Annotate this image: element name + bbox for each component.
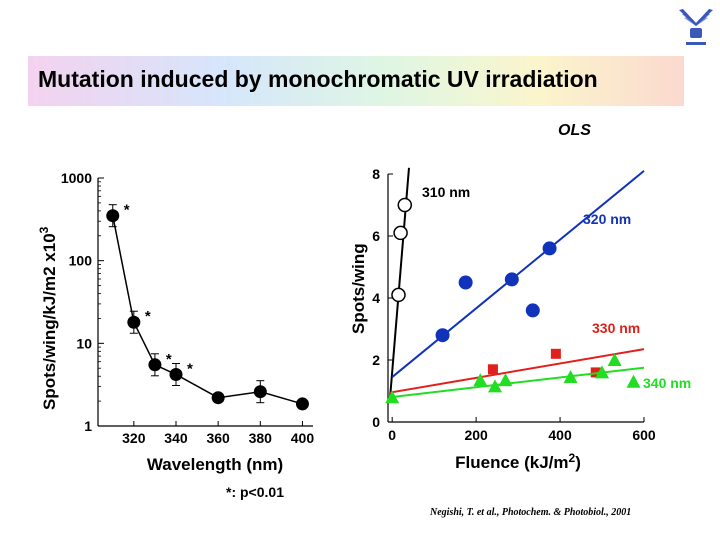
chart2-y-label: Spots/wing (349, 243, 368, 334)
chart1-data-point (106, 209, 120, 223)
chart2-series-label: 330 nm (592, 320, 640, 336)
chart2-data-point (607, 353, 622, 366)
chart1-y-tick-label: 1000 (61, 170, 92, 186)
chart1-data-point (253, 385, 267, 399)
wavelength-chart: 1 10 100 1000 320 340 360 380 400 * * * * Waveleng… (37, 170, 314, 474)
chart2-x-label-exponent: 2 (569, 451, 576, 465)
title-banner (28, 56, 684, 106)
chart1-x-tick-label: 400 (291, 430, 315, 446)
chart1-y-tick-label: 100 (69, 253, 93, 269)
chart2-x-label-text: Fluence (kJ/m (455, 453, 568, 472)
chart2-data-point (393, 225, 408, 241)
chart1-data-point (211, 391, 225, 405)
chart1-data-point (148, 358, 162, 372)
chart2-fit-line (391, 170, 645, 378)
chart1-data-point (127, 315, 141, 329)
chart2-data-point (525, 303, 540, 318)
chart2-x-tick-label: 600 (632, 427, 656, 443)
citation: Negishi, T. et al., Photochem. & Photobi… (430, 507, 632, 518)
chart1-y-tick-label: 1 (84, 418, 92, 434)
chart2-x-label: Fluence (kJ/m2) (455, 451, 581, 472)
chart1-significance-mark: * (187, 360, 193, 377)
chart2-data-point (473, 373, 488, 387)
chart1-x-tick-label: 340 (164, 430, 188, 446)
chart1-x-tick-label: 380 (249, 430, 273, 446)
slide-title: Mutation induced by monochromatic UV irr… (38, 66, 598, 92)
chart1-x-tick-label: 360 (206, 430, 230, 446)
fluence-chart: 0 2 4 6 8 0 200 400 600 310 nm 320 nm 330 nm 340 n… (349, 166, 691, 472)
chart2-series-label: 320 nm (583, 211, 631, 227)
chart2-fit-line (389, 366, 645, 399)
chart2-data-point (487, 364, 498, 375)
chart2-data-point (458, 275, 473, 290)
chart1-x-label: Wavelength (nm) (147, 455, 283, 474)
chart1-y-label: Spots/wing/kJ/m2 x103 (37, 226, 59, 410)
chart2-data-point (563, 370, 578, 384)
chart2-data-point (488, 379, 503, 393)
chart2-x-tick-label: 0 (388, 427, 396, 443)
chart2-data-point (435, 328, 450, 343)
chart1-y-label-exponent: 3 (37, 226, 51, 233)
chart2-data-point (504, 272, 519, 287)
chart2-x-tick-label: 400 (548, 427, 572, 443)
chart2-data-point (542, 241, 557, 256)
university-emblem-icon (679, 9, 713, 45)
ols-label: OLS (558, 122, 591, 139)
chart2-x-label-close: ) (575, 453, 581, 472)
chart1-data-point (295, 397, 309, 411)
chart2-data-point (595, 365, 610, 379)
chart2-y-tick-label: 2 (372, 352, 380, 368)
chart1-x-tick-label: 320 (122, 430, 146, 446)
chart2-data-point (498, 373, 513, 387)
chart2-y-tick-label: 0 (372, 414, 380, 430)
chart1-significance-mark: * (124, 202, 130, 219)
chart2-series-label: 340 nm (643, 375, 691, 391)
chart2-y-tick-label: 8 (372, 166, 380, 182)
chart1-y-label-text: Spots/wing/kJ/m2 x10 (40, 233, 59, 410)
chart1-significance-mark: * (145, 308, 151, 325)
chart1-data-point (169, 367, 183, 381)
chart1-series-line (112, 215, 303, 405)
chart2-series-label: 310 nm (422, 184, 470, 200)
chart2-y-tick-label: 6 (372, 228, 380, 244)
chart2-data-point (397, 197, 413, 213)
chart2-y-tick-label: 4 (372, 290, 380, 306)
chart1-y-tick-label: 10 (76, 335, 92, 351)
chart1-significance-mark: * (166, 351, 172, 368)
chart2-data-point (550, 348, 561, 359)
chart2-data-point (391, 287, 406, 303)
chart2-fit-line (389, 348, 645, 394)
chart2-data-point (385, 390, 400, 404)
significance-footnote: *: p<0.01 (226, 484, 284, 500)
chart2-data-point (626, 374, 641, 388)
chart2-x-tick-label: 200 (464, 427, 488, 443)
